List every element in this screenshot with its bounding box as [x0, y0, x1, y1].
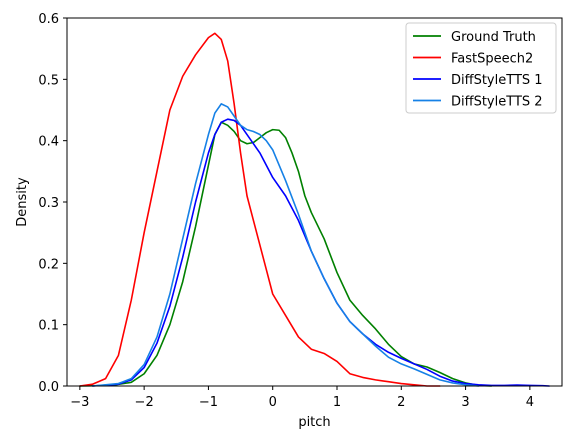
x-tick-label: 1	[333, 395, 341, 410]
x-tick-label: 4	[526, 395, 534, 410]
x-tick-label: −3	[70, 395, 89, 410]
series-line-2	[79, 32, 441, 387]
x-tick-label: 2	[397, 395, 405, 410]
y-tick-label: 0.4	[38, 135, 59, 150]
legend-label: DiffStyleTTS 1	[451, 73, 543, 88]
series-line-1	[79, 121, 493, 387]
y-tick-label: 0.0	[38, 380, 59, 395]
legend-label: Ground Truth	[451, 30, 536, 45]
y-tick-label: 0.5	[38, 73, 59, 88]
x-tick-label: 0	[269, 395, 277, 410]
y-tick-label: 0.3	[38, 196, 59, 211]
plot-lines	[79, 32, 550, 387]
x-axis-label: pitch	[298, 415, 330, 430]
legend: Ground Truth FastSpeech2 DiffStyleTTS 1 Dif…	[405, 22, 557, 114]
x-tick-label: 3	[461, 395, 469, 410]
y-axis-label: Density	[15, 177, 30, 227]
y-axis-ticks: 0.0 0.1 0.2 0.3 0.4 0.5 0.6	[38, 12, 67, 395]
x-tick-label: −1	[199, 395, 218, 410]
series-line-4	[91, 103, 480, 387]
y-tick-label: 0.2	[38, 257, 59, 272]
x-tick-label: −2	[135, 395, 154, 410]
x-axis-ticks: −3 −2 −1 0 1 2 3 4	[70, 386, 534, 410]
y-tick-label: 0.1	[38, 319, 59, 334]
legend-label: FastSpeech2	[451, 52, 533, 67]
legend-label: DiffStyleTTS 2	[451, 95, 543, 110]
y-tick-label: 0.6	[38, 12, 59, 27]
legend-box	[405, 22, 557, 114]
